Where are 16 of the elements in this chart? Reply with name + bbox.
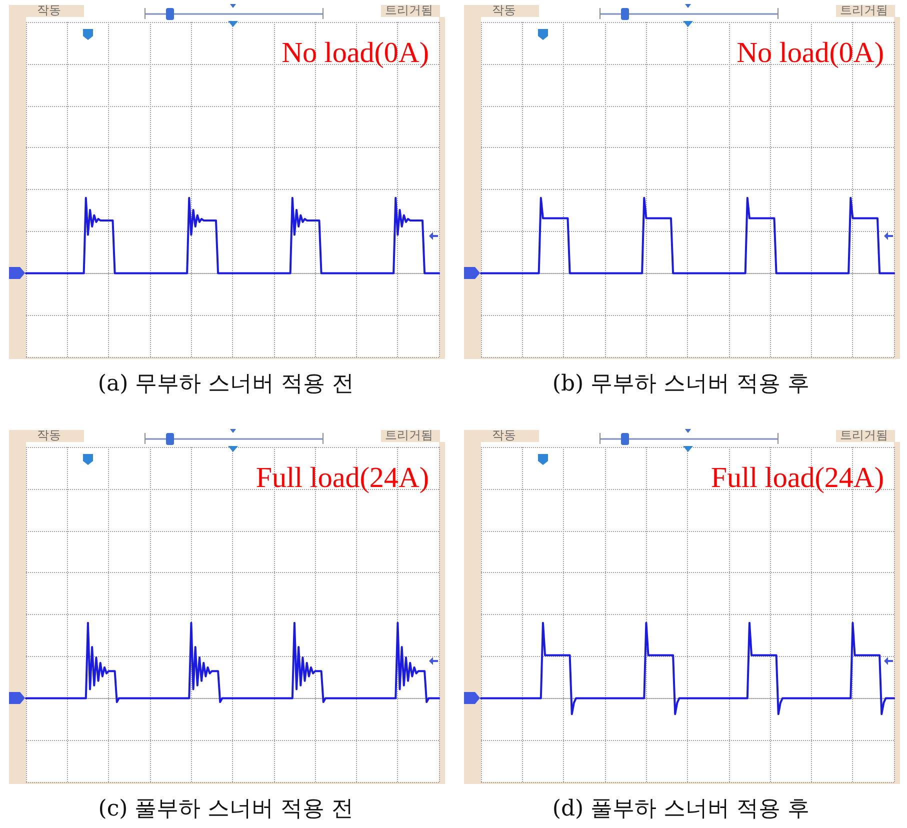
text: 작동 [492,428,516,442]
text: Full load(24A) [256,462,429,494]
text: (d) 풀부하 스너버 적용 후 [552,796,810,822]
text: 트리거됨 [840,3,888,17]
text: 작동 [37,3,61,17]
text: No load(0A) [736,37,884,69]
text: 작동 [492,3,516,17]
text: (a) 무부하 스너버 적용 전 [98,372,354,396]
text: (c) 풀부하 스너버 적용 전 [98,796,354,822]
text: No load(0A) [282,37,429,69]
text: 트리거됨 [840,428,888,442]
text: (b) 무부하 스너버 적용 후 [552,372,810,396]
text: 트리거됨 [385,428,433,442]
text: Full load(24A) [710,462,884,494]
text: 작동 [37,428,61,442]
text: 트리거됨 [385,3,433,17]
